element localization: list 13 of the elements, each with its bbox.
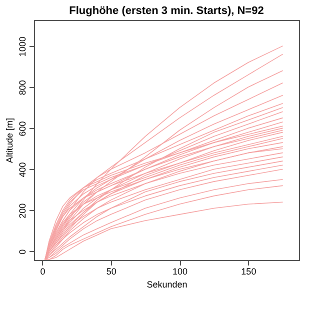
x-tick-label: 0 bbox=[40, 266, 46, 276]
y-tick-label: 0 bbox=[18, 249, 28, 254]
y-tick-label: 600 bbox=[18, 121, 28, 136]
y-tick-label: 800 bbox=[18, 80, 28, 96]
y-tick-label: 1000 bbox=[18, 36, 28, 57]
x-tick-label: 150 bbox=[241, 266, 256, 276]
x-tick-label: 100 bbox=[172, 266, 188, 276]
chart-title: Flughöhe (ersten 3 min. Starts), N=92 bbox=[69, 5, 264, 17]
y-tick-label: 200 bbox=[18, 203, 28, 218]
y-tick-label: 400 bbox=[18, 162, 28, 178]
x-axis-title: Sekunden bbox=[146, 280, 188, 290]
y-axis-title: Altitude [m] bbox=[4, 118, 14, 164]
x-tick-label: 50 bbox=[106, 266, 116, 276]
